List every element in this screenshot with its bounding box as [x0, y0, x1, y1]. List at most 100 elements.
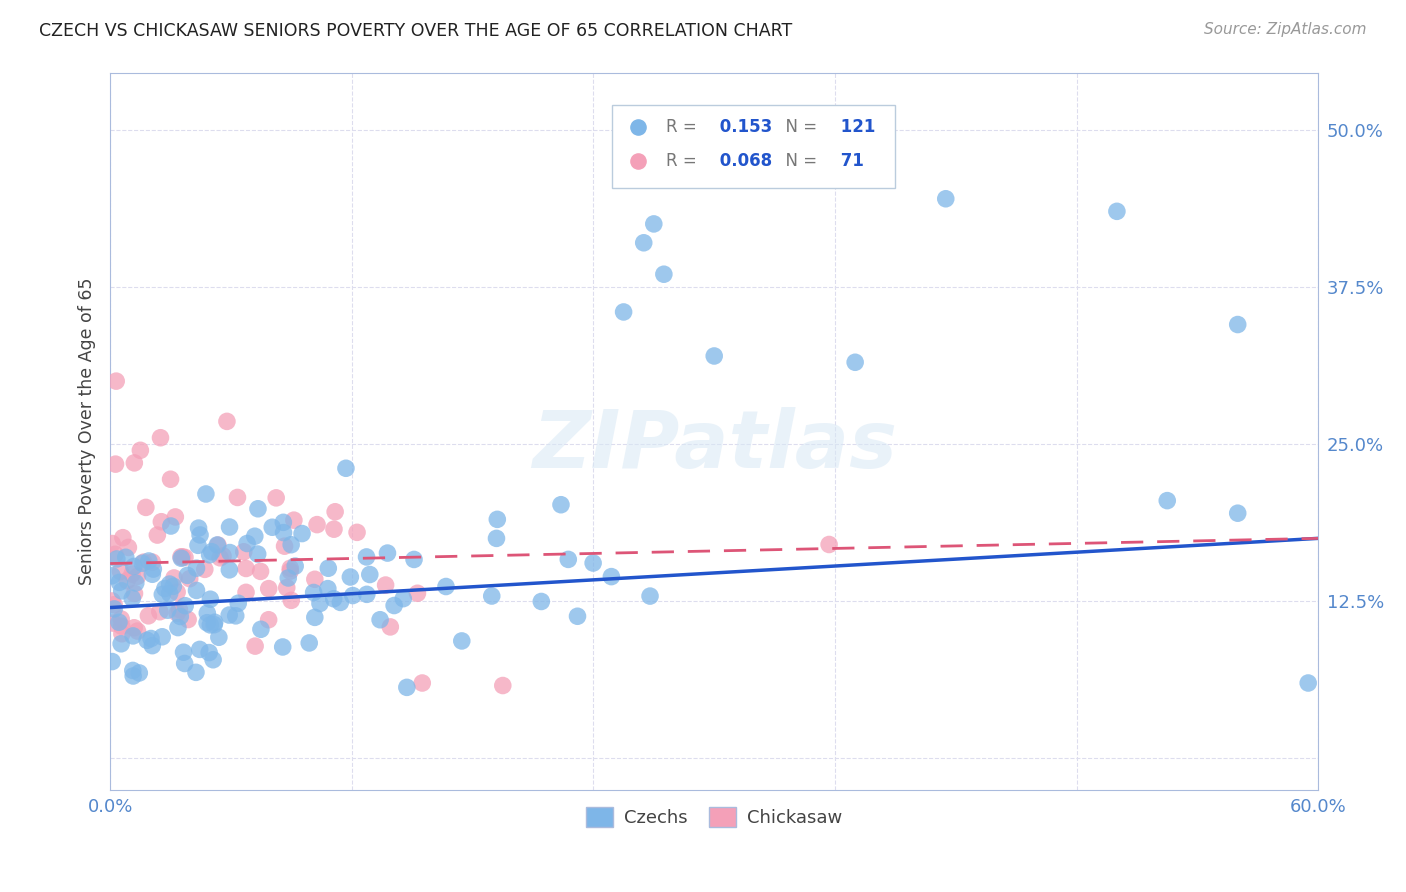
Text: 0.068: 0.068	[714, 153, 772, 170]
Point	[156, 603, 179, 617]
Point	[139, 632, 162, 646]
Point	[170, 549, 193, 564]
Point	[643, 217, 665, 231]
Point	[278, 564, 301, 578]
Point	[264, 491, 287, 505]
Point	[187, 538, 209, 552]
Point	[374, 578, 396, 592]
Point	[103, 602, 125, 616]
Point	[124, 456, 146, 470]
Text: N =: N =	[775, 118, 823, 136]
Point	[122, 629, 145, 643]
Point	[150, 515, 173, 529]
Point	[172, 549, 194, 564]
Point	[188, 642, 211, 657]
Point	[121, 664, 143, 678]
Point	[104, 547, 127, 561]
Point	[284, 559, 307, 574]
Point	[108, 575, 131, 590]
Text: R =: R =	[666, 118, 702, 136]
Point	[236, 536, 259, 550]
Point	[101, 655, 124, 669]
Point	[323, 505, 346, 519]
Point	[149, 605, 172, 619]
Point	[138, 608, 160, 623]
Point	[186, 583, 208, 598]
Point	[208, 630, 231, 644]
Point	[101, 594, 124, 608]
Point	[166, 585, 188, 599]
Point	[124, 586, 146, 600]
Point	[356, 549, 378, 564]
Point	[485, 532, 508, 546]
Text: 71: 71	[835, 153, 863, 170]
Point	[232, 545, 254, 559]
Point	[600, 569, 623, 583]
Point	[215, 414, 238, 428]
Point	[200, 618, 222, 632]
Point	[638, 589, 661, 603]
Point	[235, 561, 257, 575]
Point	[339, 570, 361, 584]
Point	[342, 589, 364, 603]
Point	[283, 513, 305, 527]
Y-axis label: Seniors Poverty Over the Age of 65: Seniors Poverty Over the Age of 65	[79, 277, 96, 585]
Point	[246, 547, 269, 561]
Point	[304, 572, 326, 586]
Point	[226, 491, 249, 505]
Point	[122, 669, 145, 683]
Point	[322, 591, 344, 606]
Point	[276, 581, 298, 595]
Point	[162, 579, 184, 593]
Point	[1226, 318, 1249, 332]
Point	[243, 529, 266, 543]
Point	[198, 646, 221, 660]
Point	[101, 568, 124, 582]
Point	[291, 526, 314, 541]
Point	[530, 594, 553, 608]
Point	[335, 461, 357, 475]
Point	[184, 665, 207, 680]
Point	[271, 640, 294, 654]
Point	[392, 591, 415, 606]
Point	[434, 580, 457, 594]
Point	[201, 545, 224, 559]
Point	[153, 582, 176, 596]
Point	[613, 305, 636, 319]
Point	[257, 613, 280, 627]
Point	[187, 521, 209, 535]
Point	[218, 563, 240, 577]
Point	[136, 633, 159, 648]
Point	[411, 676, 433, 690]
Point	[486, 512, 509, 526]
Point	[218, 608, 240, 623]
Point	[176, 568, 198, 582]
Point	[257, 582, 280, 596]
Point	[200, 592, 222, 607]
Point	[110, 637, 132, 651]
Point	[159, 577, 181, 591]
Point	[159, 586, 181, 600]
Point	[368, 613, 391, 627]
Point	[111, 626, 134, 640]
Point	[550, 498, 572, 512]
Point	[280, 538, 302, 552]
Text: Source: ZipAtlas.com: Source: ZipAtlas.com	[1204, 22, 1367, 37]
Point	[250, 622, 273, 636]
Point	[329, 595, 352, 609]
Point	[402, 552, 425, 566]
Point	[356, 587, 378, 601]
Point	[209, 550, 232, 565]
Point	[150, 587, 173, 601]
Point	[235, 585, 257, 599]
Point	[277, 571, 299, 585]
Point	[141, 555, 163, 569]
Text: N =: N =	[775, 153, 823, 170]
Point	[105, 374, 128, 388]
Point	[101, 536, 124, 550]
Point	[141, 639, 163, 653]
Point	[377, 546, 399, 560]
Point	[169, 609, 191, 624]
Point	[298, 636, 321, 650]
Point	[111, 583, 134, 598]
